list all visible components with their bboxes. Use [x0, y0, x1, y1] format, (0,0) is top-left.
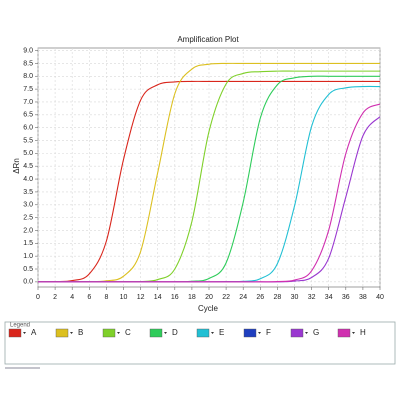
x-tick-label: 20	[205, 294, 213, 301]
legend-swatch	[102, 328, 116, 338]
legend-label: H	[360, 328, 366, 337]
x-tick-label: 34	[325, 294, 333, 301]
y-tick-label: 7.0	[23, 99, 33, 106]
legend-dropdown	[305, 332, 308, 334]
legend-dropdown	[352, 332, 355, 334]
y-tick-label: 6.5	[23, 112, 33, 119]
x-tick-label: 8	[104, 294, 108, 301]
x-tick-label: 4	[70, 294, 74, 301]
legend-label: D	[172, 328, 178, 337]
legend-dropdown	[23, 332, 26, 334]
x-tick-label: 2	[53, 294, 57, 301]
y-tick-label: 9.0	[23, 47, 33, 54]
chart-title: Amplification Plot	[177, 35, 239, 44]
legend-label: F	[266, 328, 271, 337]
legend-swatch	[337, 328, 351, 338]
legend-dropdown	[70, 332, 73, 334]
legend-label: A	[31, 328, 37, 337]
amplification-curve	[37, 103, 381, 283]
y-tick-label: 0.0	[23, 279, 33, 286]
legend-box	[4, 321, 396, 365]
x-tick-label: 0	[36, 294, 40, 301]
x-tick-label: 40	[376, 294, 384, 301]
legend-swatch	[290, 328, 304, 338]
y-tick-label: 1.5	[23, 240, 33, 247]
legend-label: G	[313, 328, 319, 337]
x-tick-label: 14	[154, 294, 162, 301]
legend-dropdown	[117, 332, 120, 334]
x-tick-label: 38	[359, 294, 367, 301]
y-tick-label: 2.5	[23, 214, 33, 221]
legend-dropdown	[258, 332, 261, 334]
x-axis-label: Cycle	[198, 304, 219, 313]
legend-swatch	[8, 328, 22, 338]
legend-title: Legend	[10, 323, 30, 329]
y-tick-label: 8.5	[23, 60, 33, 67]
y-tick-label: 4.0	[23, 176, 33, 183]
y-tick-label: 3.5	[23, 189, 33, 196]
legend-dropdown	[164, 332, 167, 334]
x-tick-label: 18	[188, 294, 196, 301]
y-tick-label: 5.5	[23, 137, 33, 144]
legend-swatch	[149, 328, 163, 338]
x-tick-label: 12	[137, 294, 145, 301]
legend-dropdown	[211, 332, 214, 334]
y-tick-label: 5.0	[23, 150, 33, 157]
legend-swatch	[243, 328, 257, 338]
x-tick-label: 32	[308, 294, 316, 301]
y-tick-label: 3.0	[23, 202, 33, 209]
y-tick-label: 8.0	[23, 73, 33, 80]
y-tick-label: 6.0	[23, 125, 33, 132]
legend-swatch	[55, 328, 69, 338]
x-tick-label: 36	[342, 294, 350, 301]
legend-swatch	[196, 328, 210, 338]
x-tick-label: 6	[87, 294, 91, 301]
x-tick-label: 10	[120, 294, 128, 301]
x-tick-label: 26	[256, 294, 264, 301]
legend-label: B	[78, 328, 83, 337]
x-tick-label: 30	[291, 294, 299, 301]
amplification-curve	[37, 80, 381, 283]
legend-label: C	[125, 328, 131, 337]
y-tick-label: 7.5	[23, 86, 33, 93]
x-tick-label: 28	[274, 294, 282, 301]
x-tick-label: 22	[222, 294, 230, 301]
y-tick-label: 2.0	[23, 227, 33, 234]
y-tick-label: 0.5	[23, 266, 33, 273]
x-tick-label: 24	[239, 294, 247, 301]
y-tick-label: 1.0	[23, 253, 33, 260]
x-tick-label: 16	[171, 294, 179, 301]
y-tick-label: 4.5	[23, 163, 33, 170]
y-axis-label: ΔRn	[12, 158, 21, 174]
legend-label: E	[219, 328, 224, 337]
plot-area	[37, 47, 381, 288]
